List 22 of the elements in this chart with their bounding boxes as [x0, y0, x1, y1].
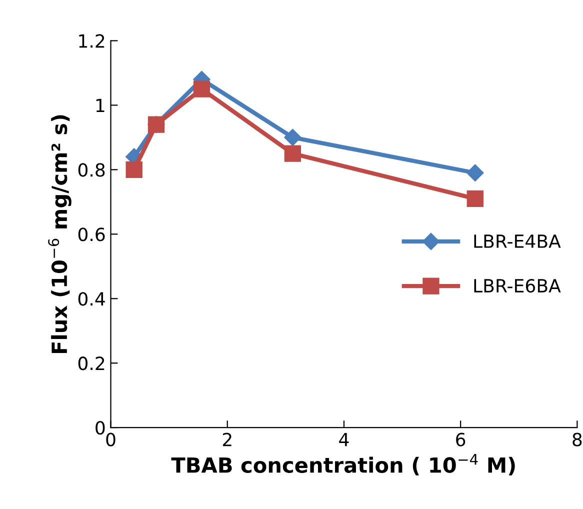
x-tick-label: 6	[456, 432, 466, 446]
y-tick-label: 1.2	[79, 34, 104, 48]
point	[466, 164, 484, 182]
point	[126, 161, 142, 178]
y-tick-label: 0	[96, 421, 105, 435]
x-tick-label: 8	[572, 432, 582, 446]
y-tick-label: 1	[96, 98, 104, 112]
x-axis-title: TBAB concentration ( 10$^{−4}$ M)	[171, 454, 515, 476]
legend-label: LBR-E4BA	[474, 234, 561, 248]
y-tick-label: 0.2	[78, 356, 104, 370]
point	[466, 190, 484, 208]
y-tick-label: 0.6	[78, 228, 105, 242]
point	[284, 128, 302, 146]
y-tick-label: 0.4	[78, 292, 105, 306]
y-tick-label: 0.8	[78, 163, 105, 177]
x-tick-label: 0	[106, 432, 116, 446]
y-axis-title: Flux (10$^{−6}$ mg/cm² s)	[48, 115, 72, 354]
x-tick-label: 4	[339, 432, 349, 446]
legend-label: LBR-E6BA	[474, 278, 561, 293]
x-tick-label: 2	[222, 432, 232, 446]
point	[284, 145, 301, 162]
point	[193, 80, 210, 98]
